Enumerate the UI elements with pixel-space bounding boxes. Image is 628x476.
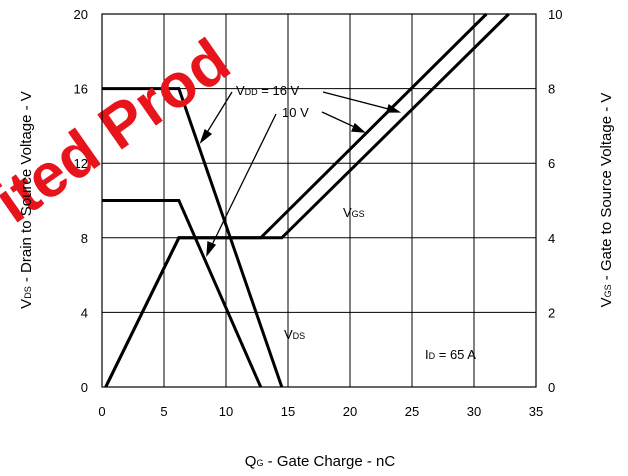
vgs-curve-3 [104, 12, 488, 388]
arrowhead-10v-vds [206, 241, 217, 258]
y-left-axis-title: VDS - Drain to Source Voltage - V [18, 91, 35, 309]
y-left-tick-label: 0 [81, 380, 88, 395]
y-left-tick-label: 4 [81, 305, 88, 320]
y-right-tick-label: 0 [548, 380, 555, 395]
grid [102, 14, 536, 387]
plot-frame [101, 13, 537, 388]
vgs-label: VGS [343, 205, 365, 220]
y-right-tick-label: 6 [548, 156, 555, 171]
x-axis-title: QG - Gate Charge - nC [245, 453, 396, 470]
x-tick-label: 20 [343, 404, 357, 419]
x-tick-label: 15 [281, 404, 295, 419]
id-label: ID = 65 A [425, 347, 476, 362]
x-tick-label: 0 [98, 404, 105, 419]
tick-labels: 0 5 10 15 20 25 30 35 0 4 8 12 16 20 0 2 4 6 8 10 [74, 7, 563, 419]
annotation-arrows [199, 91, 402, 258]
x-tick-label: 5 [160, 404, 167, 419]
curves [102, 12, 510, 388]
y-left-tick-label: 12 [74, 156, 88, 171]
vdd-10v-label: 10 V [282, 105, 309, 120]
x-tick-label: 30 [467, 404, 481, 419]
y-right-tick-label: 10 [548, 7, 562, 22]
vds-curve-1 [102, 199, 263, 388]
arrow-10v-to-vds [208, 113, 277, 252]
y-right-tick-label: 8 [548, 82, 555, 97]
y-left-tick-label: 20 [74, 7, 88, 22]
vds-curve-0 [102, 87, 284, 388]
y-left-tick-label: 16 [74, 82, 88, 97]
x-tick-label: 35 [529, 404, 543, 419]
vds-label: VDS [284, 327, 305, 342]
arrowhead-16v-vds [199, 128, 213, 144]
y-right-tick-label: 4 [548, 231, 555, 246]
y-left-tick-label: 8 [81, 231, 88, 246]
arrowhead-10v-vgs [351, 122, 366, 133]
arrow-16v-to-vgs [322, 91, 397, 112]
x-tick-label: 25 [405, 404, 419, 419]
y-right-tick-label: 2 [548, 305, 555, 320]
y-right-axis-title: VGS - Gate to Source Voltage - V [598, 93, 615, 308]
arrowhead-16v-vgs [386, 103, 402, 113]
x-tick-label: 10 [219, 404, 233, 419]
vdd-16v-label: VDD = 16 V [236, 83, 300, 98]
